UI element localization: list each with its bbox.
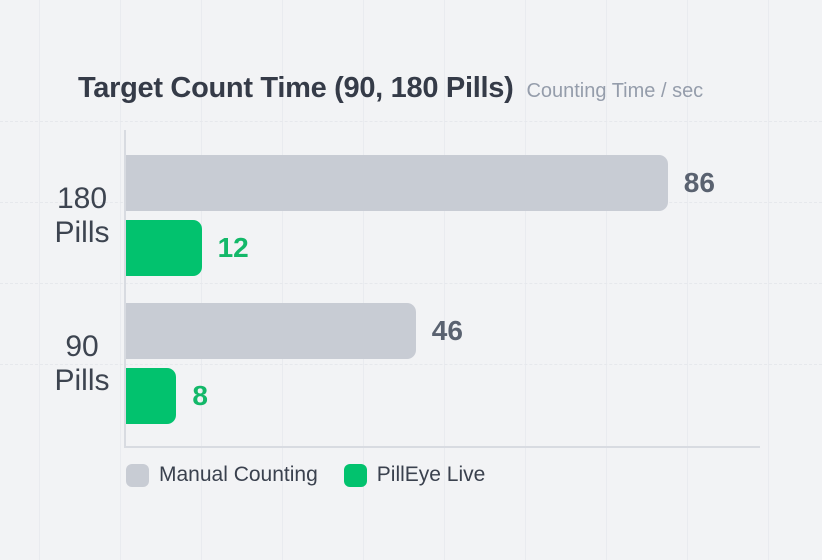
bar-row-180-manual: 86 [126,155,756,211]
legend-item-manual-counting: Manual Counting [126,463,318,487]
value-label-manual-90: 46 [431,315,463,346]
category-label-180-pills: 180 Pills [54,181,110,249]
legend-label-manual: Manual Counting [159,463,318,486]
x-axis-line [124,446,760,448]
bar-manual-counting-90 [126,303,416,359]
plot-area: 180 Pills 86 12 90 Pills 46 [0,130,822,449]
bar-row-180-pilleye: 12 [126,220,756,276]
grid-line-horizontal [0,283,822,284]
value-label-pilleye-180: 12 [217,232,249,263]
chart-title: Target Count Time (90, 180 Pills) [78,72,514,104]
grid-line-horizontal [0,121,822,122]
bar-stack-90-pills: 46 8 [126,303,756,424]
bar-row-90-manual: 46 [126,303,756,359]
chart-legend: Manual Counting PillEye Live [126,463,485,487]
bar-manual-counting-180 [126,155,668,211]
bar-row-90-pilleye: 8 [126,368,756,424]
legend-swatch-manual-icon [126,463,149,487]
bar-stack-180-pills: 86 12 [126,155,756,276]
chart-subtitle: Counting Time / sec [526,80,704,102]
bar-group-180-pills: 180 Pills 86 12 [0,155,822,276]
legend-item-pilleye-live: PillEye Live [343,463,486,487]
bar-group-90-pills: 90 Pills 46 8 [0,303,822,424]
chart-header: Target Count Time (90, 180 Pills) Counti… [78,72,703,105]
bar-pilleye-live-90 [126,368,177,424]
value-label-pilleye-90: 8 [192,380,208,411]
legend-swatch-pilleye-icon [343,463,367,487]
y-axis-line [124,130,126,448]
legend-label-pilleye: PillEye Live [376,463,486,486]
bar-pilleye-live-180 [126,220,202,276]
grid-line-horizontal [0,364,822,365]
value-label-manual-180: 86 [683,167,715,198]
category-label-90-pills: 90 Pills [54,329,110,397]
